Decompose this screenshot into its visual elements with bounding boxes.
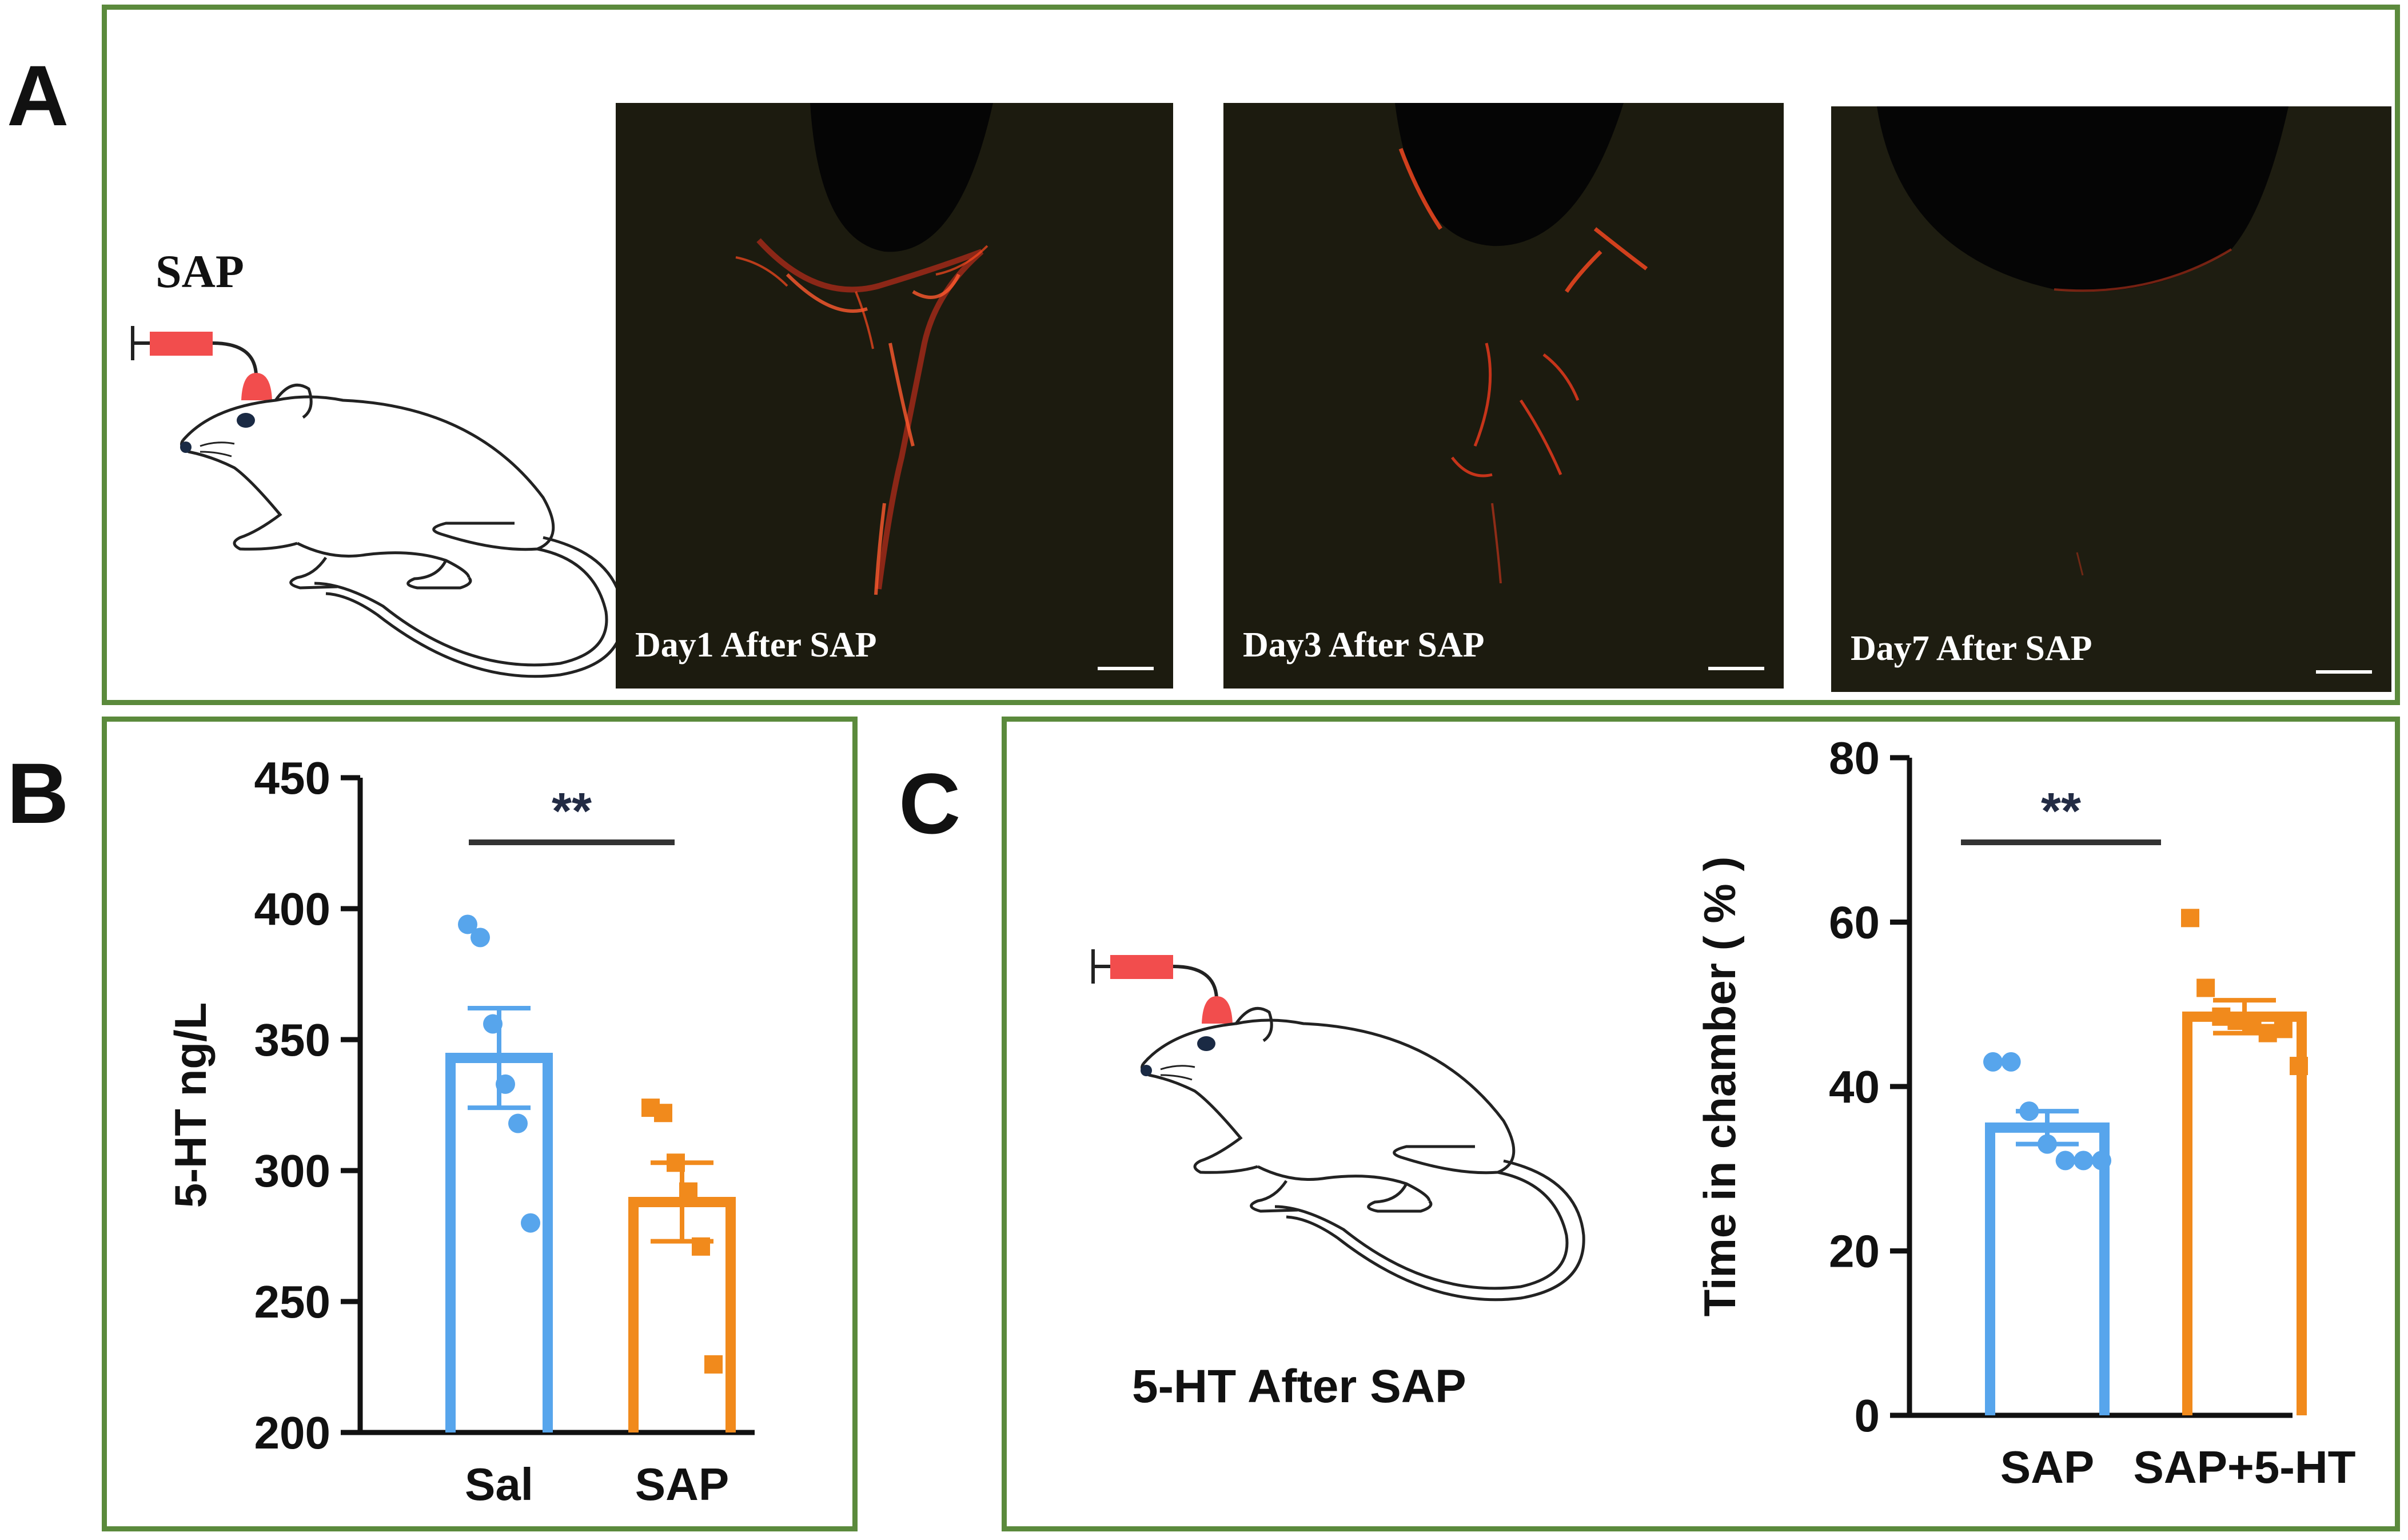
data-point — [2074, 1151, 2094, 1171]
micrograph-day3-scalebar — [1708, 667, 1764, 670]
data-point — [2290, 1057, 2308, 1076]
y-axis-label: 5-HT ng/L — [165, 1002, 216, 1208]
data-point — [2243, 1016, 2262, 1034]
data-point — [667, 1153, 685, 1172]
y-tick-label: 400 — [254, 884, 330, 934]
chart-c: 0 20 40 60 80 Time in chamber ( % ) SAP SAP+5-H… — [1695, 733, 2356, 1493]
panel-b-letter: B — [7, 745, 69, 841]
data-point — [2001, 1052, 2021, 1072]
bar-sap-5-ht — [2182, 1011, 2307, 1415]
data-point — [2196, 978, 2215, 997]
rat-with-syringe-illustration — [131, 326, 625, 678]
data-point — [679, 1182, 697, 1201]
data-point — [704, 1355, 723, 1374]
micrograph-day1: Day1 After SAP — [616, 103, 1173, 689]
micrograph-day1-caption: Day1 After SAP — [635, 626, 877, 664]
micrograph-day7-caption: Day7 After SAP — [1851, 629, 2092, 668]
data-point — [2274, 1020, 2293, 1038]
y-axis-label: Time in chamber ( % ) — [1695, 857, 1745, 1317]
syringe-icon — [131, 326, 272, 400]
bar-sap — [1985, 1122, 2110, 1415]
data-point — [1983, 1052, 2003, 1072]
panel-c-letter: C — [899, 755, 961, 851]
x-tick-label: SAP — [635, 1459, 729, 1510]
micrograph-day3-caption: Day3 After SAP — [1243, 626, 1485, 664]
x-tick-label: SAP+5-HT — [2134, 1442, 2356, 1493]
data-point — [2019, 1101, 2039, 1121]
y-tick-label: 450 — [254, 753, 330, 803]
micrograph-day1-scalebar — [1098, 667, 1154, 670]
data-point — [2227, 1012, 2246, 1030]
bar-sal — [445, 1053, 553, 1432]
y-tick-label: 40 — [1829, 1061, 1880, 1112]
x-tick-label: SAP — [2000, 1442, 2095, 1493]
data-point — [483, 1014, 503, 1034]
significance-label: ** — [2041, 783, 2081, 840]
chart-b: 200 250 300 350 400 450 5-HT ng/L Sal SAP ** — [165, 753, 755, 1510]
micrograph-day3-image — [1395, 103, 1648, 584]
panel-b-frame — [102, 717, 858, 1531]
micrograph-day3: Day3 After SAP — [1223, 103, 1784, 689]
y-tick-label: 200 — [254, 1407, 330, 1458]
micrograph-day7-scalebar — [2316, 670, 2372, 674]
y-tick-label: 300 — [254, 1145, 330, 1196]
y-tick-label: 0 — [1855, 1390, 1880, 1441]
y-tick-label: 20 — [1829, 1226, 1880, 1277]
data-point — [2181, 909, 2199, 928]
significance-label: ** — [552, 783, 592, 840]
data-point — [2092, 1151, 2111, 1171]
data-point — [496, 1074, 515, 1094]
rat-with-syringe-illustration-c — [1091, 949, 1585, 1302]
data-point — [654, 1104, 672, 1123]
data-point — [508, 1113, 528, 1133]
syringe-icon — [1091, 949, 1233, 1024]
panel-a-frame — [102, 5, 2400, 705]
data-point — [521, 1213, 540, 1233]
data-point — [458, 914, 477, 934]
data-point — [692, 1237, 710, 1256]
micrograph-day1-image — [735, 103, 993, 595]
x-tick-label: Sal — [465, 1459, 533, 1510]
micrograph-day7-image — [1877, 106, 2289, 576]
sap-label: SAP — [156, 245, 244, 297]
data-point — [2258, 1024, 2277, 1042]
y-tick-label: 350 — [254, 1014, 330, 1065]
y-tick-label: 250 — [254, 1276, 330, 1327]
panel-c-caption: 5-HT After SAP — [1132, 1360, 1466, 1412]
data-point — [471, 928, 490, 948]
micrograph-day7: Day7 After SAP — [1831, 106, 2391, 692]
panel-c-frame — [1002, 717, 2400, 1531]
data-point — [2212, 1007, 2231, 1026]
y-tick-label: 80 — [1829, 733, 1880, 783]
data-point — [2038, 1134, 2057, 1154]
panel-a-letter: A — [7, 47, 69, 144]
data-point — [2055, 1151, 2075, 1171]
y-tick-label: 60 — [1829, 897, 1880, 948]
